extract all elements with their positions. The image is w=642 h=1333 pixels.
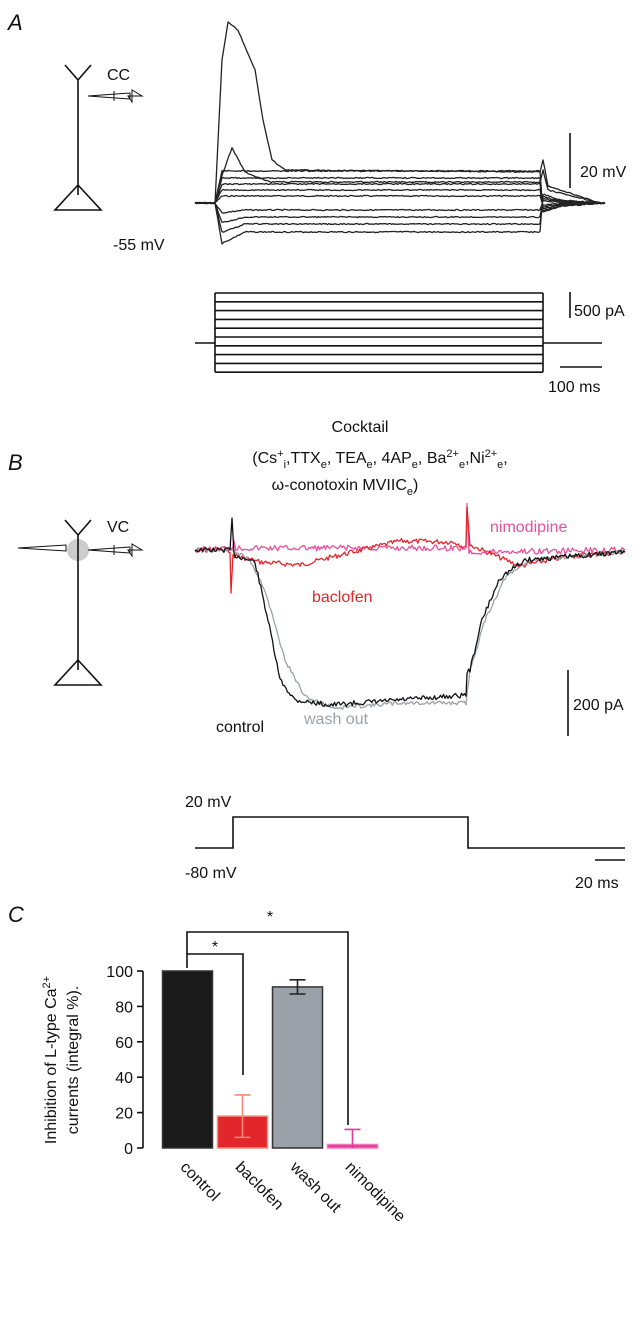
y-tick-label: 100 [106, 964, 133, 981]
subtitle-part: i [284, 459, 286, 471]
voltage-trace [194, 194, 606, 206]
voltage-trace [194, 195, 606, 233]
subtitle-part: 2+ [446, 448, 459, 460]
subtitle-part: 2+ [485, 448, 498, 460]
subtitle-part: e [407, 486, 413, 498]
significance-bracket [186, 931, 349, 1125]
subtitle-part: + [277, 448, 283, 460]
subtitle-part: ,Ni [465, 450, 485, 467]
current-trace [194, 547, 626, 710]
current-traces [194, 502, 626, 710]
trace-label: wash out [303, 711, 369, 728]
subtitle: (Cs+i,TTXe, TEAe, 4APe, Ba2+e,Ni2+e, [252, 448, 508, 471]
voltage-trace [194, 147, 601, 205]
y-axis-title-line: currents (integral %). [65, 986, 82, 1135]
y-tick-label: 0 [124, 1141, 133, 1158]
neuron-a [53, 64, 144, 211]
voltage-trace [194, 176, 606, 212]
subtitle-part: ω-conotoxin MVIIC [272, 477, 407, 494]
mode-label: VC [107, 519, 129, 536]
y-axis-title-part: Inhibition of L-type Ca [43, 988, 60, 1144]
trace-label: baclofen [312, 589, 373, 606]
x-tick-label: wash out [286, 1158, 344, 1216]
holding-label: -55 mV [113, 237, 165, 254]
neuron-b [17, 519, 144, 686]
subtitle-part: ) [413, 477, 418, 494]
scale-label: 20 ms [575, 875, 619, 892]
voltage-trace [194, 188, 606, 208]
panel-label: B [8, 450, 23, 475]
step-label: 20 mV [185, 794, 232, 811]
voltage-trace [194, 182, 606, 210]
current-step [195, 293, 602, 372]
subtitle-part: , 4AP [373, 450, 412, 467]
significance-star: * [212, 939, 218, 956]
subtitle-part: , TEA [327, 450, 367, 467]
x-tick-label: control [177, 1159, 223, 1205]
subtitle-part: e [321, 459, 327, 471]
subtitle-part: e [497, 459, 503, 471]
y-axis-title-line: Inhibition of L-type Ca2+ [41, 976, 60, 1144]
y-tick-label: 60 [115, 1035, 133, 1052]
bar [271, 986, 324, 1149]
x-tick-label: nimodipine [342, 1159, 409, 1226]
y-tick-label: 40 [115, 1070, 133, 1087]
panel-label: A [6, 10, 23, 35]
trace-label: nimodipine [490, 519, 567, 536]
current-trace [194, 502, 626, 555]
subtitle-part: (Cs [252, 450, 277, 467]
voltage-trace [194, 199, 606, 214]
panel-label: C [8, 902, 24, 927]
y-tick-label: 20 [115, 1106, 133, 1123]
voltage-trace [194, 193, 606, 245]
x-tick-label: baclofen [232, 1159, 287, 1214]
scale-label: 200 pA [573, 697, 624, 714]
subtitle-part: e [367, 459, 373, 471]
bar-chart: 0 20 40 60 80 100 control baclofen wash outnimod… [106, 964, 408, 1226]
current-steps [195, 292, 602, 374]
subtitle-part: , [503, 450, 507, 467]
panel-title: Cocktail [332, 419, 389, 436]
step-label: -80 mV [185, 865, 237, 882]
subtitle-part: , Ba [418, 450, 447, 467]
bar [161, 970, 214, 1149]
current-trace [194, 517, 626, 708]
subtitle: ω-conotoxin MVIICe) [272, 477, 419, 498]
y-tick-label: 80 [115, 999, 133, 1016]
y-axis-title: Inhibition of L-type Ca2+ currents (inte… [41, 976, 82, 1144]
error-bar [289, 979, 306, 995]
scale-label: 20 mV [580, 164, 627, 181]
y-axis-title-part: 2+ [41, 976, 53, 989]
scale-label: 100 ms [548, 379, 600, 396]
subtitle-part: e [459, 459, 465, 471]
voltage-trace [194, 198, 606, 223]
trace-label: control [216, 719, 264, 736]
error-bar [234, 1094, 251, 1139]
significance-bracket [186, 953, 244, 1075]
voltage-traces [194, 21, 606, 245]
subtitle-part: e [412, 459, 418, 471]
voltage-step [195, 816, 625, 849]
error-bar [344, 1128, 361, 1148]
voltage-trace [194, 21, 601, 205]
scale-label: 500 pA [574, 303, 625, 320]
subtitle-part: ,TTX [286, 450, 321, 467]
significance-star: * [267, 909, 273, 926]
mode-label: CC [107, 67, 130, 84]
